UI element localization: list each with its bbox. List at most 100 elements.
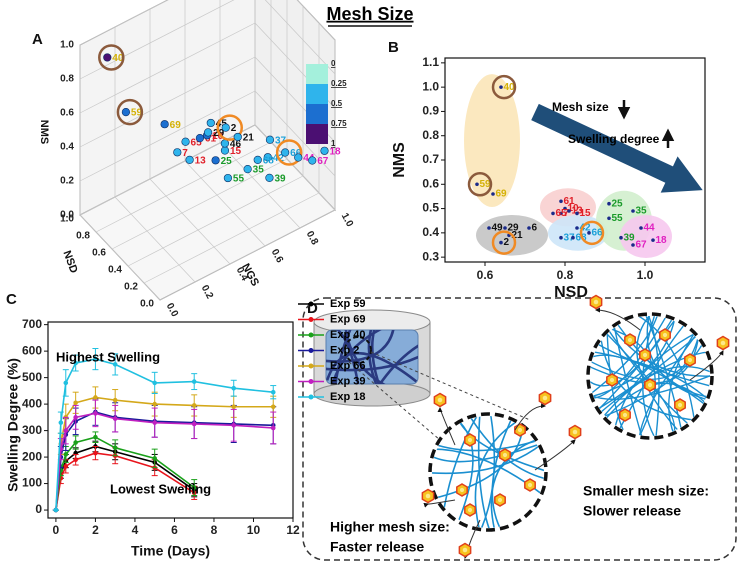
release-arrow: [423, 499, 456, 508]
x-tick-label: 0.0: [140, 299, 154, 310]
point-label: 55: [612, 213, 624, 224]
fiber: [593, 341, 710, 388]
y-tick-label: 100: [22, 476, 42, 490]
grid-line: [143, 192, 320, 284]
fiber: [590, 350, 710, 403]
annotation: Mesh size: [552, 100, 609, 114]
x-tick-label: 0.8: [76, 231, 90, 242]
y-tick-label: 0.3: [422, 249, 439, 263]
point: [73, 415, 78, 420]
fiber: [371, 330, 388, 384]
molecule-core: [662, 332, 668, 338]
point: [575, 226, 579, 230]
fiber: [364, 342, 418, 384]
point-label: 61: [564, 196, 576, 207]
grid-line: [264, 0, 336, 75]
y-tick-label: 0.8: [422, 128, 439, 142]
molecule-core: [467, 507, 473, 513]
point: [112, 445, 118, 451]
y-tick-label: 0.7: [422, 152, 439, 166]
grid-line: [79, 22, 256, 114]
y-tick-label: 0.5: [422, 201, 439, 215]
point: [270, 389, 276, 395]
x-tick-label: 2: [92, 523, 99, 537]
x-tick-label: 0: [53, 523, 60, 537]
fiber: [455, 418, 474, 526]
fiber: [631, 316, 696, 425]
legend-label: Exp 66: [330, 360, 365, 372]
point: [571, 235, 575, 240]
grid-line: [79, 0, 169, 46]
grid-line: [184, 160, 266, 247]
point-label: 21: [512, 230, 524, 241]
annotation: Highest Swelling: [56, 349, 160, 364]
molecule-core: [572, 429, 578, 435]
point: [93, 411, 98, 416]
point: [551, 211, 555, 216]
point: [204, 128, 213, 137]
point: [103, 53, 112, 62]
point: [270, 404, 276, 410]
x-tick-label: 1.0: [637, 268, 654, 282]
molecule-core: [502, 452, 508, 458]
point: [475, 182, 479, 187]
point: [263, 153, 272, 162]
point: [191, 379, 197, 384]
molecule-core: [425, 493, 431, 499]
fiber: [590, 331, 700, 384]
highlight-ring: [98, 44, 125, 71]
fiber: [491, 416, 514, 528]
point: [265, 135, 275, 144]
caption: Smaller mesh size:: [583, 483, 709, 499]
panel-letter: A: [32, 31, 43, 48]
big-arrow: [531, 103, 703, 193]
fiber: [330, 330, 406, 384]
point: [503, 226, 507, 230]
point: [220, 139, 229, 148]
point-label: 59: [480, 179, 492, 190]
colorbar-block: [306, 124, 328, 144]
point-label: 49: [492, 223, 504, 234]
point: [281, 148, 290, 157]
colorbar-block: [306, 64, 328, 84]
y-tick-label: 1.1: [422, 55, 439, 69]
grid-line: [79, 0, 235, 80]
series-line: [55, 396, 274, 511]
point: [206, 118, 215, 128]
point: [499, 240, 503, 245]
y-tick-label: 500: [22, 370, 42, 384]
point: [93, 450, 98, 456]
point: [265, 173, 274, 182]
point-label: 37: [564, 232, 576, 243]
point: [63, 452, 69, 457]
fibers-dense: [590, 316, 710, 436]
point-label: 45: [216, 119, 228, 130]
legend-marker: [308, 379, 314, 384]
point-label: 65: [556, 208, 568, 219]
panel-c: 0 2 4 6 8 10 12 0 100 200 300 400 500 600 700 Time (Day…: [5, 298, 366, 559]
point: [211, 156, 220, 165]
point: [73, 360, 78, 366]
point: [559, 235, 563, 240]
point: [112, 362, 118, 367]
x-tick-label: 0.8: [557, 268, 574, 282]
point: [320, 146, 329, 155]
molecule-core: [647, 382, 653, 388]
point: [152, 401, 157, 407]
point: [152, 380, 157, 386]
annotation: Lowest Swelling: [110, 481, 211, 496]
point: [223, 173, 232, 183]
hydrogel-vial: [313, 309, 431, 407]
series-line: [55, 411, 274, 511]
point: [619, 235, 623, 240]
x-tick-label: 6: [171, 523, 178, 537]
molecule-core: [677, 402, 683, 408]
y-tick-label: 0.6: [422, 176, 439, 190]
highlight-ring: [491, 230, 517, 255]
point-label: 13: [195, 155, 207, 166]
fiber: [593, 332, 701, 412]
panel-a: 0.00.20.40.60.81.00.00.20.40.60.81.00.00…: [38, 0, 355, 319]
x-tick-label: 8: [211, 523, 218, 537]
release-arrow: [437, 407, 456, 446]
point: [631, 243, 635, 247]
